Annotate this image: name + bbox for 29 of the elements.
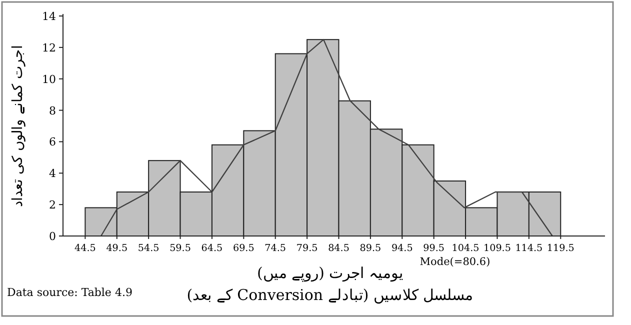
text: Mode(=80.6) [420, 256, 490, 268]
x-tick-label: 79.5 [296, 243, 318, 254]
y-tick-label: 2 [49, 198, 56, 212]
x-tick-label: 114.5 [515, 243, 543, 254]
y-tick-label: 10 [42, 72, 56, 86]
y-tick-label: 14 [42, 10, 56, 23]
x-tick-label: 59.5 [170, 243, 191, 254]
x-tick-label: 69.5 [232, 243, 254, 254]
x-tick-label: 119.5 [546, 243, 574, 254]
y-tick-label: 4 [49, 167, 56, 180]
x-tick-label: 64.5 [201, 243, 223, 254]
x-tick-label: 74.5 [264, 243, 286, 254]
x-tick-label: 109.5 [484, 243, 511, 254]
x-tick-label: 99.5 [423, 243, 445, 254]
text: یومیہ اجرت (روپے میں) [256, 264, 404, 282]
y-tick-label: 0 [49, 230, 56, 243]
y-tick-label: 12 [42, 41, 56, 54]
source-note: Data source: Table 4.9 [7, 286, 132, 299]
x-tick-label: 44.5 [74, 243, 96, 254]
text: مسلسل کلاسیں (تبادلے Conversion کے بعد) [186, 286, 474, 304]
y-axis-title: اجرت کمانے والوں کی تعداد [10, 45, 26, 207]
x-tick-label: 84.5 [328, 243, 350, 254]
y-tick-label: 6 [49, 136, 56, 149]
x-tick-label: 94.5 [391, 243, 413, 254]
x-tick-label: 49.5 [106, 243, 128, 254]
x-tick-label: 89.5 [360, 243, 382, 254]
x-tick-label: 104.5 [452, 243, 480, 254]
y-tick-label: 8 [49, 104, 56, 118]
x-tick-label: 54.5 [138, 243, 160, 254]
